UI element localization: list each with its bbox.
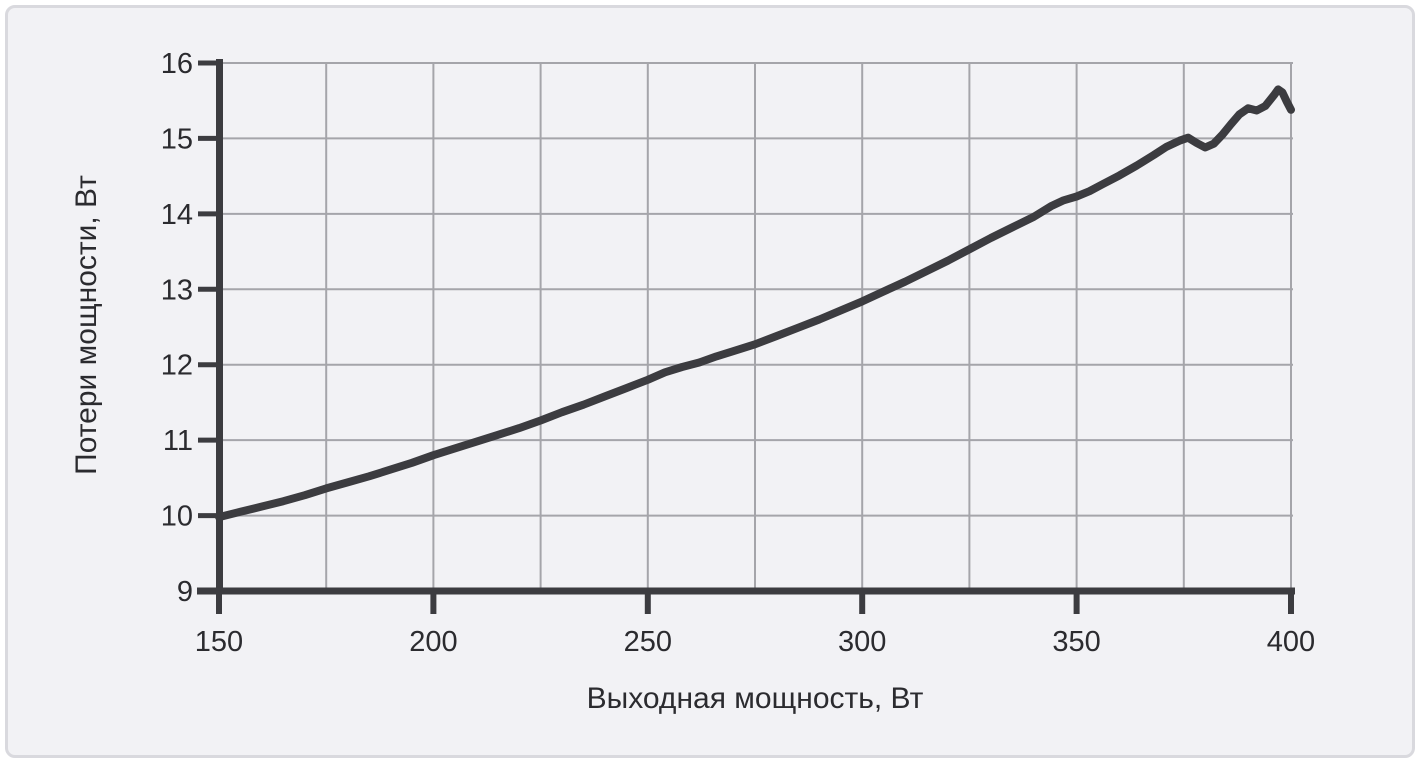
- x-tick-label: 300: [838, 626, 886, 658]
- grid-lines: [219, 62, 1293, 591]
- chart-card: 9 10 11 12 13 14 15 16 150 200 250 300 350 400 Выходн…: [5, 5, 1415, 758]
- tick-labels: 9 10 11 12 13 14 15 16 150 200 250 300 350 400: [161, 48, 1315, 658]
- x-tick-label: 250: [624, 626, 672, 658]
- y-tick-label: 9: [177, 576, 193, 608]
- tick-marks: [198, 60, 1294, 614]
- x-tick-label: 400: [1267, 626, 1315, 658]
- y-tick-label: 16: [161, 48, 193, 80]
- data-series: [215, 85, 1295, 522]
- y-axis-title: Потери мощности, Вт: [70, 175, 103, 475]
- y-tick-label: 13: [161, 274, 193, 306]
- y-tick-label: 15: [161, 123, 193, 155]
- x-tick-label: 150: [195, 626, 243, 658]
- y-tick-label: 14: [161, 199, 193, 231]
- x-tick-label: 350: [1052, 626, 1100, 658]
- y-tick-label: 10: [161, 501, 193, 533]
- x-axis-title: Выходная мощность, Вт: [587, 682, 924, 715]
- line-chart: 9 10 11 12 13 14 15 16 150 200 250 300 350 400 Выходн…: [70, 48, 1315, 715]
- x-tick-label: 200: [409, 626, 457, 658]
- axes: [197, 59, 1295, 595]
- y-tick-label: 11: [163, 425, 193, 457]
- data-curve: [215, 85, 1295, 522]
- y-tick-label: 12: [161, 350, 193, 382]
